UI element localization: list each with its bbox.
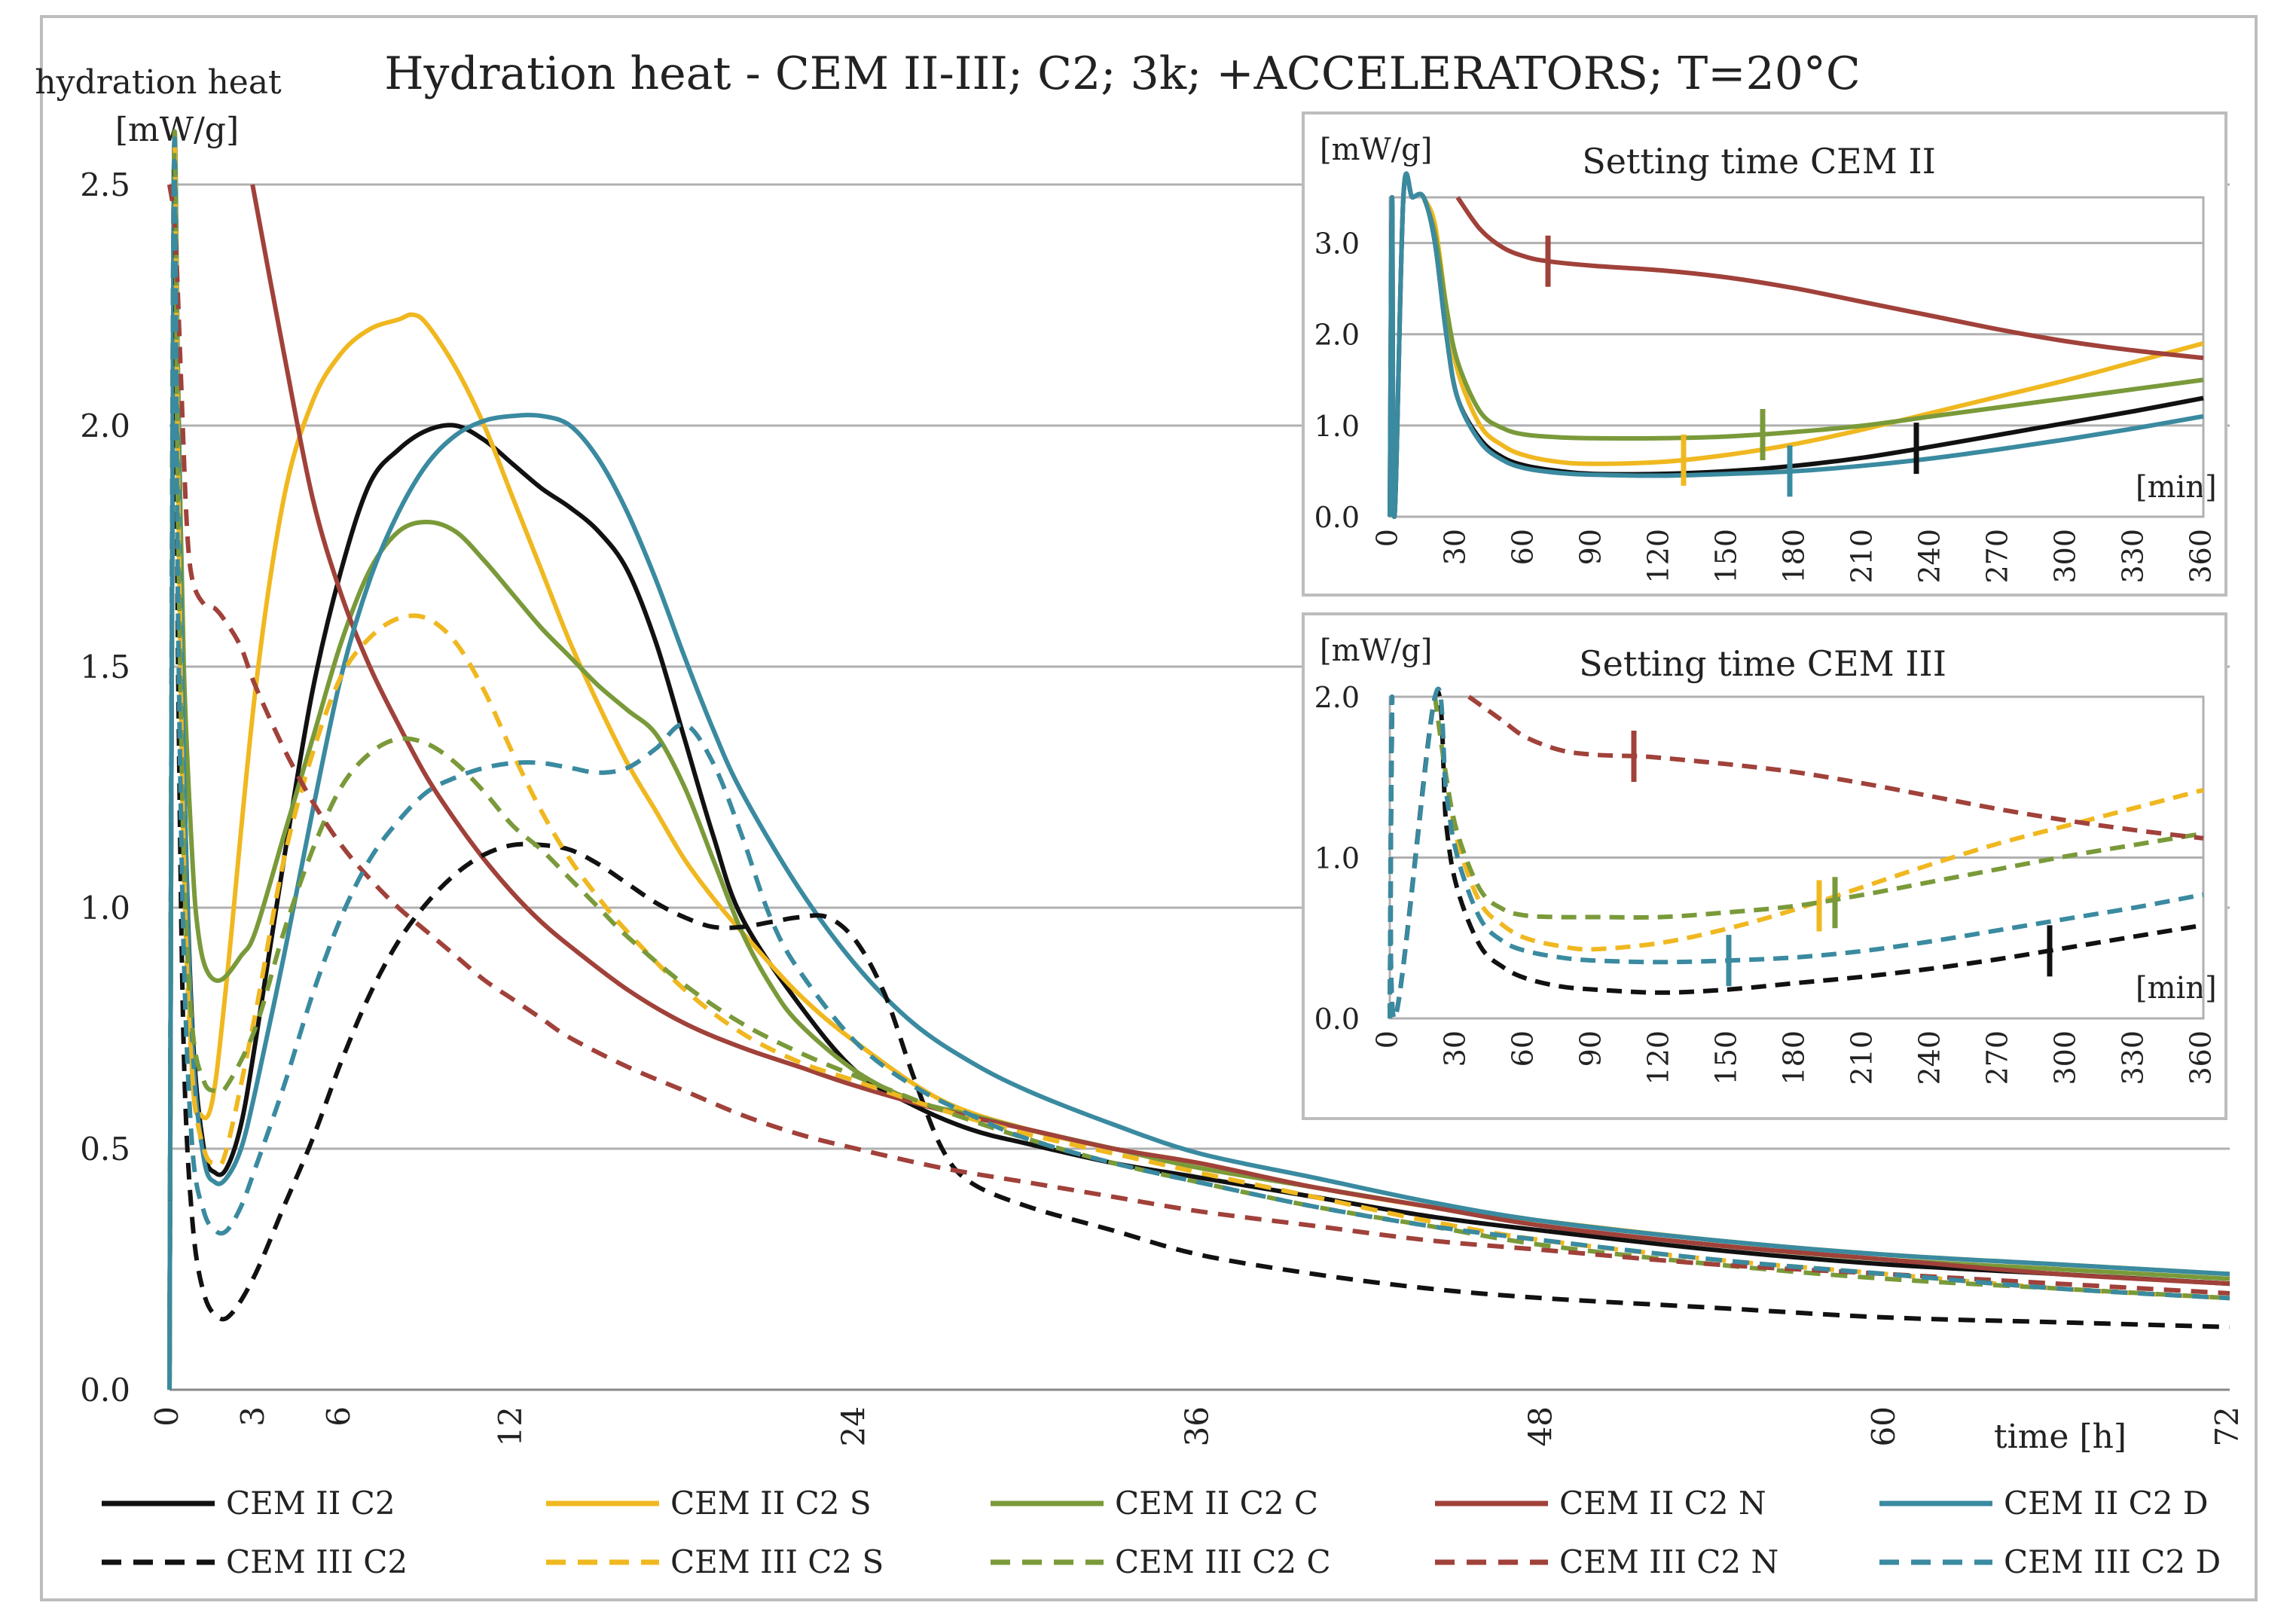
main-x-tick-60: 60 — [1865, 1406, 1902, 1446]
inset-cem-iii-x-tick-150: 150 — [1710, 1030, 1743, 1085]
series-line-cem-iii-c2-n — [167, 184, 2230, 1296]
legend: CEM II C2 CEM II C2 S CEM II C2 C CEM II C2… — [102, 1485, 2221, 1580]
legend-label-cem-ii-c2-n: CEM II C2 N — [1559, 1485, 1766, 1522]
legend-label-cem-ii-c2: CEM II C2 — [226, 1485, 395, 1522]
inset-cem-ii-title: Setting time CEM II — [1582, 141, 1936, 182]
inset-cem-iii-x-tick-30: 30 — [1439, 1030, 1472, 1067]
inset-cem-ii-box — [1302, 111, 2227, 597]
y-axis-label: hydration heat — [35, 63, 282, 102]
main-x-tick-3: 3 — [234, 1406, 271, 1427]
inset-cem-ii-series-cem-ii-c2-c — [1421, 197, 2204, 441]
inset-cem-ii-x-tick-270: 270 — [1981, 529, 2014, 584]
inset-cem-iii-x-tick-180: 180 — [1778, 1030, 1811, 1085]
main-x-tick-48: 48 — [1522, 1406, 1559, 1446]
inset-cem-ii-y-tick-3-0: 3.0 — [1314, 227, 1360, 261]
inset-cem-iii-box — [1302, 612, 2227, 1120]
inset-cem-iii-x-tick-300: 300 — [2049, 1030, 2082, 1085]
inset-cem-iii-x-tick-0: 0 — [1371, 1030, 1404, 1049]
inset-cem-ii-x-tick-180: 180 — [1778, 529, 1811, 584]
inset-cem-ii-y-tick-0-0: 0.0 — [1314, 501, 1360, 534]
legend-label-cem-iii-c2: CEM III C2 — [226, 1543, 408, 1580]
inset-cem-ii-x-tick-300: 300 — [2049, 529, 2082, 584]
main-y-tick-1-5: 1.5 — [80, 649, 130, 685]
legend-label-cem-iii-c2-c: CEM III C2 C — [1115, 1543, 1331, 1580]
inset-cem-iii-x-tick-330: 330 — [2117, 1030, 2150, 1085]
main-x-tick-36: 36 — [1179, 1406, 1216, 1446]
inset-cem-ii-x-tick-90: 90 — [1574, 529, 1608, 565]
inset-cem-ii-x-tick-30: 30 — [1439, 529, 1472, 565]
inset-setting-time-cem-iii: Setting time CEM III [mW/g] [min] 0.0 1.0… — [1302, 612, 2227, 1120]
inset-cem-ii-x-tick-150: 150 — [1710, 529, 1743, 584]
main-x-tick-24: 24 — [835, 1406, 872, 1446]
inset-cem-iii-x-tick-210: 210 — [1846, 1030, 1879, 1085]
main-x-tick-6: 6 — [320, 1406, 357, 1427]
inset-cem-iii-title: Setting time CEM III — [1579, 643, 1946, 684]
inset-cem-iii-series-cem-iii-c2-d — [1388, 686, 2204, 1021]
inset-cem-iii-x-tick-240: 240 — [1913, 1030, 1946, 1085]
inset-cem-ii-y-tick-1-0: 1.0 — [1314, 410, 1360, 443]
inset-cem-ii-x-unit: [min] — [2136, 470, 2217, 505]
x-axis-label: time [h] — [1994, 1418, 2127, 1456]
legend-label-cem-ii-c2-c: CEM II C2 C — [1115, 1485, 1318, 1522]
series-line-cem-iii-c2 — [167, 162, 2230, 1390]
main-series-lines — [167, 129, 2230, 1390]
inset-cem-iii-series-cem-iii-c2-s — [1433, 696, 2204, 952]
inset-cem-ii-x-tick-330: 330 — [2117, 529, 2150, 584]
series-line-cem-iii-c2-d — [167, 158, 2230, 1390]
chart-title: Hydration heat - CEM II-III; C2; 3k; +AC… — [384, 47, 1861, 100]
main-y-tick-2-0: 2.0 — [80, 408, 130, 444]
inset-cem-ii-series-cem-ii-c2-d — [1388, 171, 2204, 519]
inset-cem-iii-x-tick-120: 120 — [1642, 1030, 1675, 1085]
inset-cem-iii-x-tick-60: 60 — [1507, 1030, 1540, 1067]
inset-cem-ii-x-tick-240: 240 — [1913, 529, 1946, 584]
inset-cem-ii-y-unit: [mW/g] — [1320, 133, 1432, 167]
legend-label-cem-iii-c2-d: CEM III C2 D — [2004, 1543, 2221, 1580]
inset-cem-ii-x-tick-0: 0 — [1371, 529, 1404, 547]
inset-cem-ii-x-tick-120: 120 — [1642, 529, 1675, 584]
legend-label-cem-iii-c2-n: CEM III C2 N — [1559, 1543, 1778, 1580]
inset-cem-iii-y-unit: [mW/g] — [1320, 633, 1432, 668]
inset-cem-ii-x-tick-210: 210 — [1846, 529, 1879, 584]
inset-cem-ii-x-tick-360: 360 — [2185, 529, 2218, 584]
inset-cem-iii-x-tick-90: 90 — [1574, 1030, 1608, 1067]
main-y-tick-2-5: 2.5 — [80, 166, 130, 203]
inset-cem-ii-y-tick-2-0: 2.0 — [1314, 319, 1360, 352]
main-y-tick-1-0: 1.0 — [80, 890, 130, 926]
main-x-tick-0: 0 — [148, 1406, 185, 1427]
inset-cem-iii-y-tick-1-0: 1.0 — [1314, 842, 1360, 875]
series-line-cem-iii-c2-c — [167, 149, 2230, 1390]
inset-cem-iii-x-tick-360: 360 — [2185, 1030, 2218, 1085]
inset-cem-ii-series-cem-ii-c2-n — [1455, 196, 2204, 361]
inset-cem-iii-y-tick-2-0: 2.0 — [1314, 681, 1360, 714]
legend-label-cem-ii-c2-s: CEM II C2 S — [670, 1485, 872, 1522]
inset-cem-ii-x-tick-60: 60 — [1507, 529, 1540, 565]
main-x-tick-72: 72 — [2209, 1406, 2246, 1446]
legend-label-cem-iii-c2-s: CEM III C2 S — [670, 1543, 884, 1580]
inset-setting-time-cem-ii: Setting time CEM II [mW/g] [min] 0.0 1.0 2… — [1302, 111, 2227, 597]
main-y-tick-labels: 0.0 0.5 1.0 1.5 2.0 2.5 — [80, 166, 130, 1409]
main-x-tick-12: 12 — [492, 1406, 529, 1446]
main-y-tick-0-5: 0.5 — [80, 1131, 130, 1168]
series-line-cem-ii-c2-n — [250, 184, 2230, 1287]
inset-cem-iii-x-unit: [min] — [2136, 971, 2217, 1006]
inset-cem-iii-series-cem-iii-c2-n — [1467, 694, 2204, 841]
main-y-tick-0-0: 0.0 — [80, 1372, 130, 1409]
main-x-tick-labels: 0 3 6 12 24 36 48 60 72 — [148, 1406, 2246, 1446]
inset-cem-iii-x-tick-270: 270 — [1981, 1030, 2014, 1085]
legend-label-cem-ii-c2-d: CEM II C2 D — [2004, 1485, 2209, 1522]
chart-frame — [40, 15, 2258, 1601]
inset-cem-iii-y-tick-0-0: 0.0 — [1314, 1003, 1360, 1036]
inset-cem-iii-series-cem-iii-c2-c — [1433, 696, 2204, 920]
